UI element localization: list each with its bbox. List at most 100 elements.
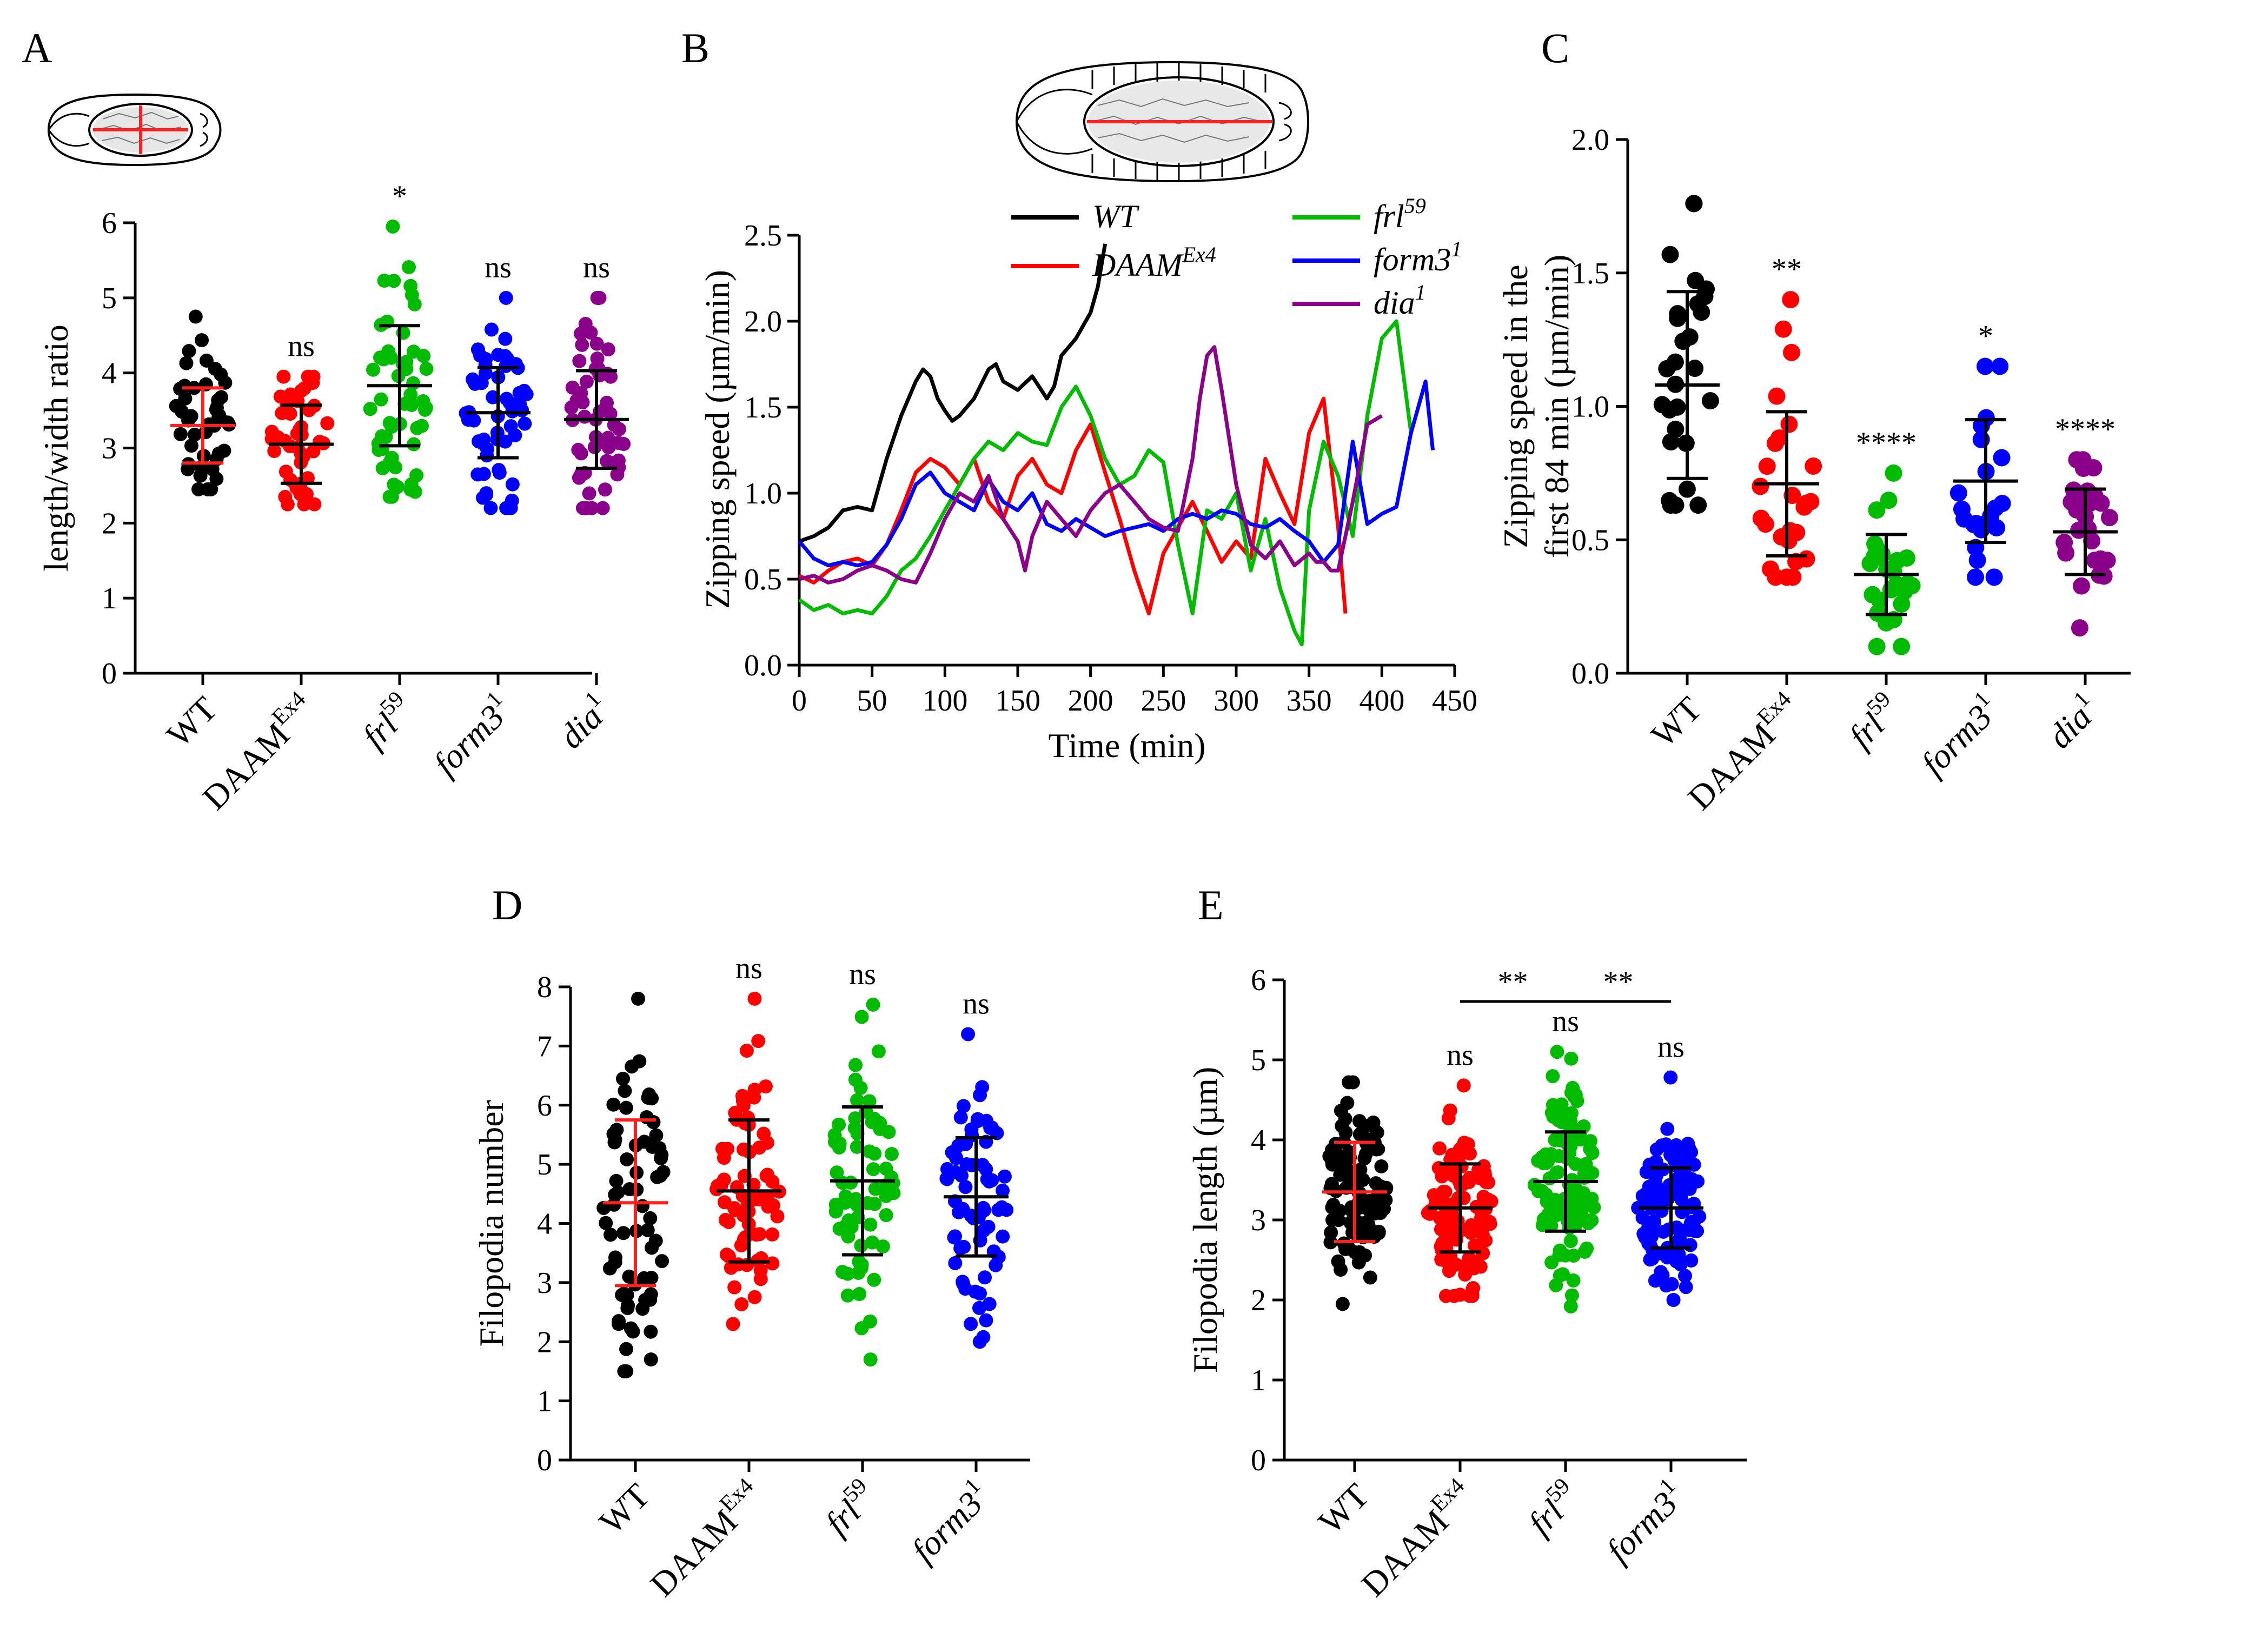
y-tick-label: 5 bbox=[102, 282, 117, 315]
data-point bbox=[179, 356, 194, 370]
bracket-significance-label: ** bbox=[1603, 965, 1634, 999]
data-point bbox=[852, 1287, 867, 1302]
significance-label: ns bbox=[1657, 1031, 1685, 1064]
data-point bbox=[602, 1261, 617, 1276]
data-point bbox=[850, 1093, 865, 1107]
data-point bbox=[1673, 1257, 1688, 1272]
data-point bbox=[273, 389, 288, 404]
data-point bbox=[757, 1126, 771, 1141]
data-point bbox=[983, 1120, 998, 1135]
significance-label: ** bbox=[1772, 253, 1802, 286]
data-point bbox=[1953, 500, 1971, 518]
data-point bbox=[1558, 1248, 1573, 1263]
category-label: WT bbox=[159, 689, 224, 755]
data-point bbox=[828, 1197, 843, 1212]
data-point bbox=[1476, 1246, 1490, 1260]
data-point bbox=[958, 1180, 973, 1195]
y-tick-label: 2.0 bbox=[1571, 123, 1609, 157]
data-point bbox=[879, 1208, 893, 1223]
data-point bbox=[184, 409, 198, 423]
y-tick-label: 1 bbox=[1251, 1364, 1266, 1397]
data-point bbox=[486, 390, 500, 404]
data-point bbox=[655, 1254, 669, 1269]
data-point bbox=[1659, 1137, 1673, 1152]
y-tick-label: 3 bbox=[102, 432, 117, 466]
data-point bbox=[761, 1199, 775, 1214]
embryo-illustration-a bbox=[47, 93, 222, 167]
series-line-dia bbox=[799, 345, 1383, 585]
data-point bbox=[1564, 1288, 1579, 1303]
data-point bbox=[644, 1352, 658, 1367]
y-tick-label: 5 bbox=[537, 1148, 552, 1182]
data-point bbox=[619, 1100, 633, 1115]
y-tick-label: 0.5 bbox=[744, 563, 782, 596]
y-tick-label: 0.0 bbox=[1571, 657, 1609, 691]
data-point bbox=[832, 1117, 846, 1132]
data-point bbox=[1544, 1218, 1559, 1233]
y-axis-title: Zipping speed in thefirst 84 min (µm/min… bbox=[1496, 255, 1576, 558]
data-point bbox=[624, 1321, 638, 1336]
data-point bbox=[1544, 1255, 1559, 1270]
data-point bbox=[1330, 1203, 1344, 1218]
data-point bbox=[1457, 1136, 1471, 1150]
data-point bbox=[1352, 1114, 1367, 1129]
data-point bbox=[1442, 1264, 1456, 1278]
panel-c-zipping-speed-first-84-min: 0.0 0.5 1.0 1.5 2.0 Zipping speed in thefirst… bbox=[1496, 123, 2131, 817]
data-point bbox=[850, 1198, 865, 1212]
data-point bbox=[1768, 387, 1786, 405]
data-point bbox=[574, 326, 588, 341]
panel-letter-c: C bbox=[1541, 24, 1569, 71]
panel-letter-b: B bbox=[681, 24, 709, 71]
y-tick-label: 4 bbox=[1251, 1124, 1266, 1157]
data-point bbox=[399, 355, 414, 369]
data-point bbox=[1644, 1195, 1659, 1209]
data-point bbox=[1885, 464, 1902, 482]
data-point bbox=[366, 362, 380, 377]
x-tick-label: 250 bbox=[1140, 684, 1186, 718]
data-point bbox=[572, 354, 587, 368]
data-point bbox=[1535, 1150, 1550, 1164]
data-point bbox=[1673, 1181, 1688, 1196]
data-point bbox=[204, 482, 218, 496]
data-point bbox=[1566, 1080, 1580, 1095]
data-point bbox=[588, 362, 603, 376]
data-point bbox=[406, 344, 421, 359]
category-label: form31 bbox=[901, 1474, 998, 1570]
category-label: frl59 bbox=[1518, 1474, 1587, 1543]
data-point bbox=[989, 1258, 1003, 1272]
data-point bbox=[720, 1142, 735, 1156]
y-tick-label: 1.0 bbox=[1571, 390, 1609, 424]
data-point bbox=[1774, 320, 1792, 338]
data-point bbox=[970, 1114, 985, 1129]
data-point bbox=[1686, 360, 1704, 377]
data-point bbox=[1684, 1215, 1699, 1229]
data-point bbox=[770, 1209, 785, 1224]
data-point bbox=[1660, 1122, 1675, 1136]
data-point bbox=[218, 375, 233, 390]
data-point bbox=[1868, 501, 1886, 519]
data-point bbox=[617, 1286, 632, 1301]
data-point bbox=[751, 1034, 766, 1049]
data-point bbox=[479, 486, 494, 501]
data-point bbox=[2079, 482, 2097, 500]
data-point bbox=[484, 322, 499, 337]
y-axis-title: Zipping speed (µm/min) bbox=[698, 270, 737, 609]
x-tick-label: 400 bbox=[1359, 684, 1404, 718]
data-point bbox=[491, 348, 506, 362]
data-point bbox=[966, 1211, 981, 1225]
panel-letter-a: A bbox=[22, 24, 52, 71]
data-point bbox=[1637, 1230, 1652, 1244]
data-point bbox=[1577, 1244, 1592, 1259]
data-point bbox=[1560, 1137, 1575, 1151]
significance-label: * bbox=[392, 180, 407, 213]
data-point bbox=[1563, 1233, 1578, 1248]
data-point bbox=[1647, 1215, 1662, 1229]
data-point bbox=[404, 397, 419, 412]
data-point bbox=[387, 274, 401, 288]
data-point bbox=[1797, 494, 1815, 512]
data-point bbox=[1866, 535, 1884, 553]
x-tick-label: 300 bbox=[1213, 684, 1259, 718]
data-point bbox=[948, 1256, 963, 1270]
data-point bbox=[636, 1271, 651, 1285]
data-point bbox=[1966, 568, 1984, 586]
